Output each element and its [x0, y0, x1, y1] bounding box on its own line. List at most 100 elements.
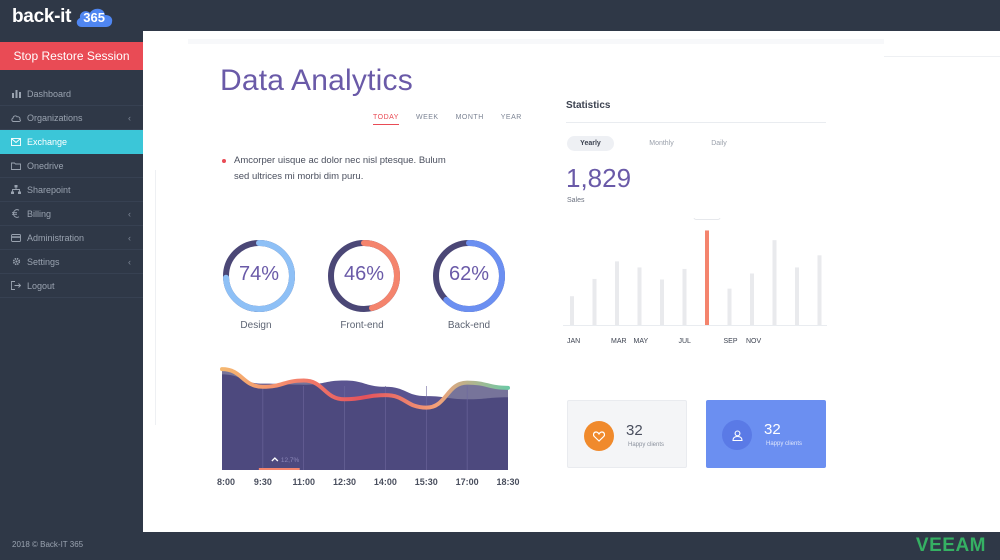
- footer: 2018 © Back-IT 365 VEEAM: [0, 532, 1000, 560]
- sidebar-item-settings[interactable]: Settings ‹: [0, 250, 143, 274]
- right-panel: [884, 31, 1000, 532]
- sidebar-item-logout[interactable]: Logout: [0, 274, 143, 298]
- segment-daily[interactable]: Daily: [711, 140, 727, 147]
- bar-5[interactable]: [682, 268, 687, 325]
- sidebar-item-administration[interactable]: Administration ‹: [0, 226, 143, 250]
- logo-badge: 365: [83, 10, 105, 25]
- segment-monthly[interactable]: Monthly: [649, 140, 674, 147]
- donut-ring: [223, 240, 295, 312]
- stat-card-happy-clients-user[interactable]: 32 Happy clients: [706, 400, 826, 468]
- donut-label-design: Design: [240, 320, 272, 331]
- bar-11[interactable]: [817, 255, 822, 325]
- sidebar-item-label: Settings: [27, 256, 60, 267]
- segment-yearly[interactable]: Yearly: [567, 136, 614, 151]
- bar-4[interactable]: [660, 279, 664, 325]
- time-label-2: 11:00: [292, 477, 315, 487]
- bar-6[interactable]: [705, 230, 709, 325]
- euro-icon: [11, 209, 21, 219]
- dashboard-icon: [11, 89, 21, 99]
- bar-1[interactable]: [592, 278, 597, 325]
- copyright-text: 2018 © Back-IT 365: [12, 540, 84, 549]
- donut-value: 46%: [343, 263, 385, 285]
- folder-icon: [11, 161, 21, 171]
- time-label-4: 14:00: [374, 477, 397, 487]
- tab-month[interactable]: MONTH: [455, 114, 484, 121]
- bar-0[interactable]: [570, 296, 574, 325]
- chevron-left-icon: ‹: [128, 209, 131, 219]
- gear-icon: [11, 257, 21, 267]
- bar-label-5: JUL: [679, 338, 692, 345]
- bar-chart: JAN MAR MAY JUL 312 SEP NOV: [563, 218, 827, 345]
- bar-9[interactable]: [772, 240, 777, 325]
- card-label: Happy clients: [628, 442, 665, 448]
- description-text: Amcorper uisque ac dolor nec nisl ptesqu…: [234, 155, 446, 182]
- sidebar-item-onedrive[interactable]: Onedrive: [0, 154, 143, 178]
- sidebar-item-dashboard[interactable]: Dashboard: [0, 82, 143, 106]
- top-bar: back-it 365: [0, 0, 1000, 31]
- bar-3[interactable]: [637, 267, 642, 325]
- statistics-title: Statistics: [566, 100, 611, 111]
- card-label: Happy clients: [766, 441, 803, 447]
- stop-restore-session-button[interactable]: Stop Restore Session: [0, 42, 143, 70]
- bar-label-8: NOV: [746, 338, 762, 345]
- bar-7[interactable]: [727, 288, 732, 325]
- mail-icon: [11, 137, 21, 147]
- sidebar-item-label: Logout: [27, 280, 55, 291]
- bar-label-2: MAR: [611, 338, 627, 345]
- bar-label-7: SEP: [724, 338, 738, 345]
- donut-frontend: 46%: [326, 238, 402, 314]
- donut-label-backend: Back-end: [447, 320, 491, 331]
- chevron-left-icon: ‹: [128, 257, 131, 267]
- sidebar-item-billing[interactable]: Billing ‹: [0, 202, 143, 226]
- logo-text: back-it: [12, 6, 72, 27]
- bar-label-3: MAY: [634, 338, 649, 345]
- time-label-5: 15:30: [415, 477, 438, 487]
- sidebar-item-label: Organizations: [27, 112, 83, 123]
- donut-value: 74%: [238, 263, 280, 285]
- time-label-1: 9:30: [254, 477, 272, 487]
- statistics-divider: [566, 122, 826, 123]
- stat-card-happy-clients[interactable]: 32 Happy clients: [567, 400, 687, 468]
- donut-value: 62%: [448, 263, 490, 285]
- sidebar-item-sharepoint[interactable]: Sharepoint: [0, 178, 143, 202]
- sales-total: 1,829: [566, 163, 632, 193]
- cloud-icon: [11, 113, 21, 123]
- time-label-3: 12:30: [333, 477, 356, 487]
- tab-today[interactable]: TODAY: [373, 114, 399, 125]
- app-logo[interactable]: back-it 365: [12, 6, 114, 28]
- left-divider: [155, 170, 156, 425]
- area-marker-value: 12,7%: [281, 457, 300, 464]
- sidebar-item-label: Sharepoint: [27, 184, 71, 195]
- heart-icon: [584, 421, 614, 451]
- sidebar: Stop Restore Session Dashboard Organizati…: [0, 31, 143, 532]
- tab-year[interactable]: YEAR: [500, 114, 522, 121]
- sidebar-item-exchange[interactable]: Exchange: [0, 130, 143, 154]
- sidebar-item-organizations[interactable]: Organizations ‹: [0, 106, 143, 130]
- area-chart: 12,7% 8:00 9:30 11:00 12:30 14:00 15:30 17:00 18…: [217, 367, 520, 487]
- bar-2[interactable]: [615, 261, 619, 325]
- donut-ring: [328, 240, 400, 312]
- bullet-dot: [222, 159, 226, 163]
- bar-10[interactable]: [795, 267, 799, 325]
- bar-8[interactable]: [750, 273, 754, 325]
- tab-week[interactable]: WEEK: [415, 114, 439, 121]
- time-label-6: 17:00: [456, 477, 479, 487]
- period-tabs: TODAY WEEK MONTH YEAR: [373, 114, 539, 125]
- bar-tooltip: 312: [693, 218, 721, 220]
- chevron-left-icon: ‹: [128, 233, 131, 243]
- cloud-badge-icon: 365: [74, 6, 114, 28]
- header-divider: [188, 39, 884, 44]
- time-label-7: 18:30: [496, 477, 519, 487]
- sidebar-item-label: Billing: [27, 208, 52, 219]
- area-series-1: [222, 369, 508, 470]
- card-number: 32: [764, 421, 781, 438]
- user-icon: [722, 420, 752, 450]
- credit-card-icon: [11, 233, 21, 243]
- donut-label-frontend: Front-end: [340, 320, 384, 331]
- page-title: Data Analytics: [220, 64, 413, 97]
- chevron-up-icon: [271, 457, 279, 462]
- sidebar-item-label: Exchange: [27, 136, 68, 147]
- donut-backend: 62%: [431, 238, 507, 314]
- area-line: [220, 367, 510, 410]
- card-number: 32: [626, 422, 643, 439]
